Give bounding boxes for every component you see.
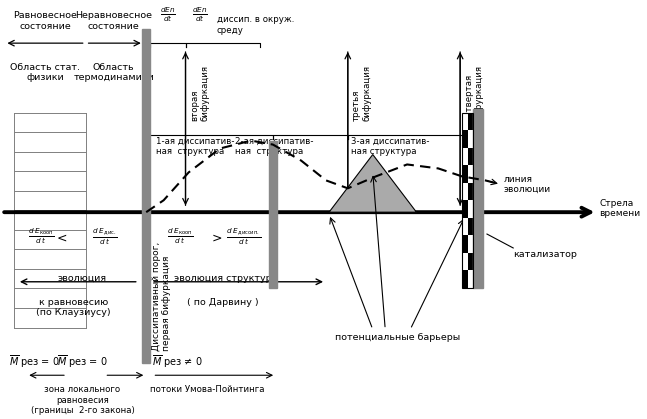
Text: вторая
бифуркация: вторая бифуркация bbox=[190, 65, 209, 121]
Bar bbox=[462, 253, 468, 270]
Text: $\frac{dEn}{dt}$: $\frac{dEn}{dt}$ bbox=[160, 5, 175, 24]
Text: $\frac{d\ E_{\rm диссип.}}{d\ t}$: $\frac{d\ E_{\rm диссип.}}{d\ t}$ bbox=[226, 226, 261, 247]
Text: третья
бифуркация: третья бифуркация bbox=[352, 65, 371, 121]
Text: $\overline{M}$ рез = 0: $\overline{M}$ рез = 0 bbox=[57, 353, 108, 370]
Bar bbox=[462, 165, 468, 183]
Bar bbox=[468, 200, 473, 218]
Bar bbox=[462, 148, 468, 165]
Text: потоки Умова-Пойнтинга: потоки Умова-Пойнтинга bbox=[150, 385, 265, 394]
Text: <: < bbox=[56, 232, 67, 245]
Text: линия
эволюции: линия эволюции bbox=[504, 175, 551, 194]
Bar bbox=[462, 183, 468, 200]
Text: $\frac{dEn}{dt}$: $\frac{dEn}{dt}$ bbox=[192, 5, 208, 24]
Bar bbox=[468, 165, 473, 183]
Bar bbox=[462, 113, 468, 130]
Bar bbox=[142, 29, 150, 363]
Polygon shape bbox=[329, 155, 417, 212]
Bar bbox=[462, 113, 473, 288]
Text: $\overline{M}$ рез ≠ 0: $\overline{M}$ рез ≠ 0 bbox=[153, 353, 203, 370]
Text: 3-ая диссипатив-
ная структура: 3-ая диссипатив- ная структура bbox=[351, 137, 430, 156]
Text: Область стат.
физики: Область стат. физики bbox=[10, 63, 80, 83]
Text: Неравновесное
состояние: Неравновесное состояние bbox=[75, 11, 152, 31]
Text: потенциальные барьеры: потенциальные барьеры bbox=[335, 334, 461, 342]
Text: Стрела
времени: Стрела времени bbox=[599, 199, 641, 218]
Bar bbox=[269, 141, 277, 288]
Text: 2-ая диссипатив-
ная  структура: 2-ая диссипатив- ная структура bbox=[236, 137, 314, 156]
Text: 1-ая диссипатив-
ная  структура: 1-ая диссипатив- ная структура bbox=[156, 137, 235, 156]
Bar bbox=[468, 235, 473, 253]
Bar bbox=[462, 270, 468, 288]
Text: $\frac{d\ E_{\rm кооп}}{d\ t}$: $\frac{d\ E_{\rm кооп}}{d\ t}$ bbox=[167, 226, 193, 246]
Text: к равновесию
(по Клаузиусу): к равновесию (по Клаузиусу) bbox=[36, 297, 111, 317]
Text: >: > bbox=[212, 232, 222, 245]
Text: Область
термодинамики: Область термодинамики bbox=[73, 63, 154, 83]
Bar bbox=[468, 130, 473, 148]
Text: ( по Дарвину ): ( по Дарвину ) bbox=[187, 297, 259, 307]
Text: $\frac{d\ E_{\rm кооп}}{d\ t}$: $\frac{d\ E_{\rm кооп}}{d\ t}$ bbox=[28, 226, 54, 246]
Text: Диссипативный порог,
первая бифуркация: Диссипативный порог, первая бифуркация bbox=[152, 242, 171, 352]
Bar bbox=[468, 218, 473, 235]
Bar bbox=[468, 253, 473, 270]
Text: Равновесное
состояние: Равновесное состояние bbox=[13, 11, 77, 31]
Text: зона локального
равновесия
(границы  2-го закона): зона локального равновесия (границы 2-го… bbox=[30, 385, 135, 415]
Text: $\overline{M}$ рез = 0: $\overline{M}$ рез = 0 bbox=[9, 353, 60, 370]
Bar bbox=[473, 109, 483, 288]
Text: четвертая
бифуркация: четвертая бифуркация bbox=[465, 65, 484, 121]
Bar bbox=[468, 270, 473, 288]
Bar bbox=[468, 113, 473, 130]
Bar bbox=[462, 200, 468, 218]
Text: эволюция: эволюция bbox=[58, 274, 107, 283]
Bar bbox=[462, 218, 468, 235]
Bar bbox=[462, 130, 468, 148]
Text: $\frac{d\ E_{\rm дис.}}{d\ t}$: $\frac{d\ E_{\rm дис.}}{d\ t}$ bbox=[92, 226, 118, 247]
Bar bbox=[468, 148, 473, 165]
Text: эволюция структур: эволюция структур bbox=[174, 274, 272, 283]
Bar bbox=[468, 183, 473, 200]
Text: диссип. в окруж.
среду: диссип. в окруж. среду bbox=[217, 16, 294, 35]
Bar bbox=[462, 235, 468, 253]
Text: катализатор: катализатор bbox=[513, 250, 577, 259]
